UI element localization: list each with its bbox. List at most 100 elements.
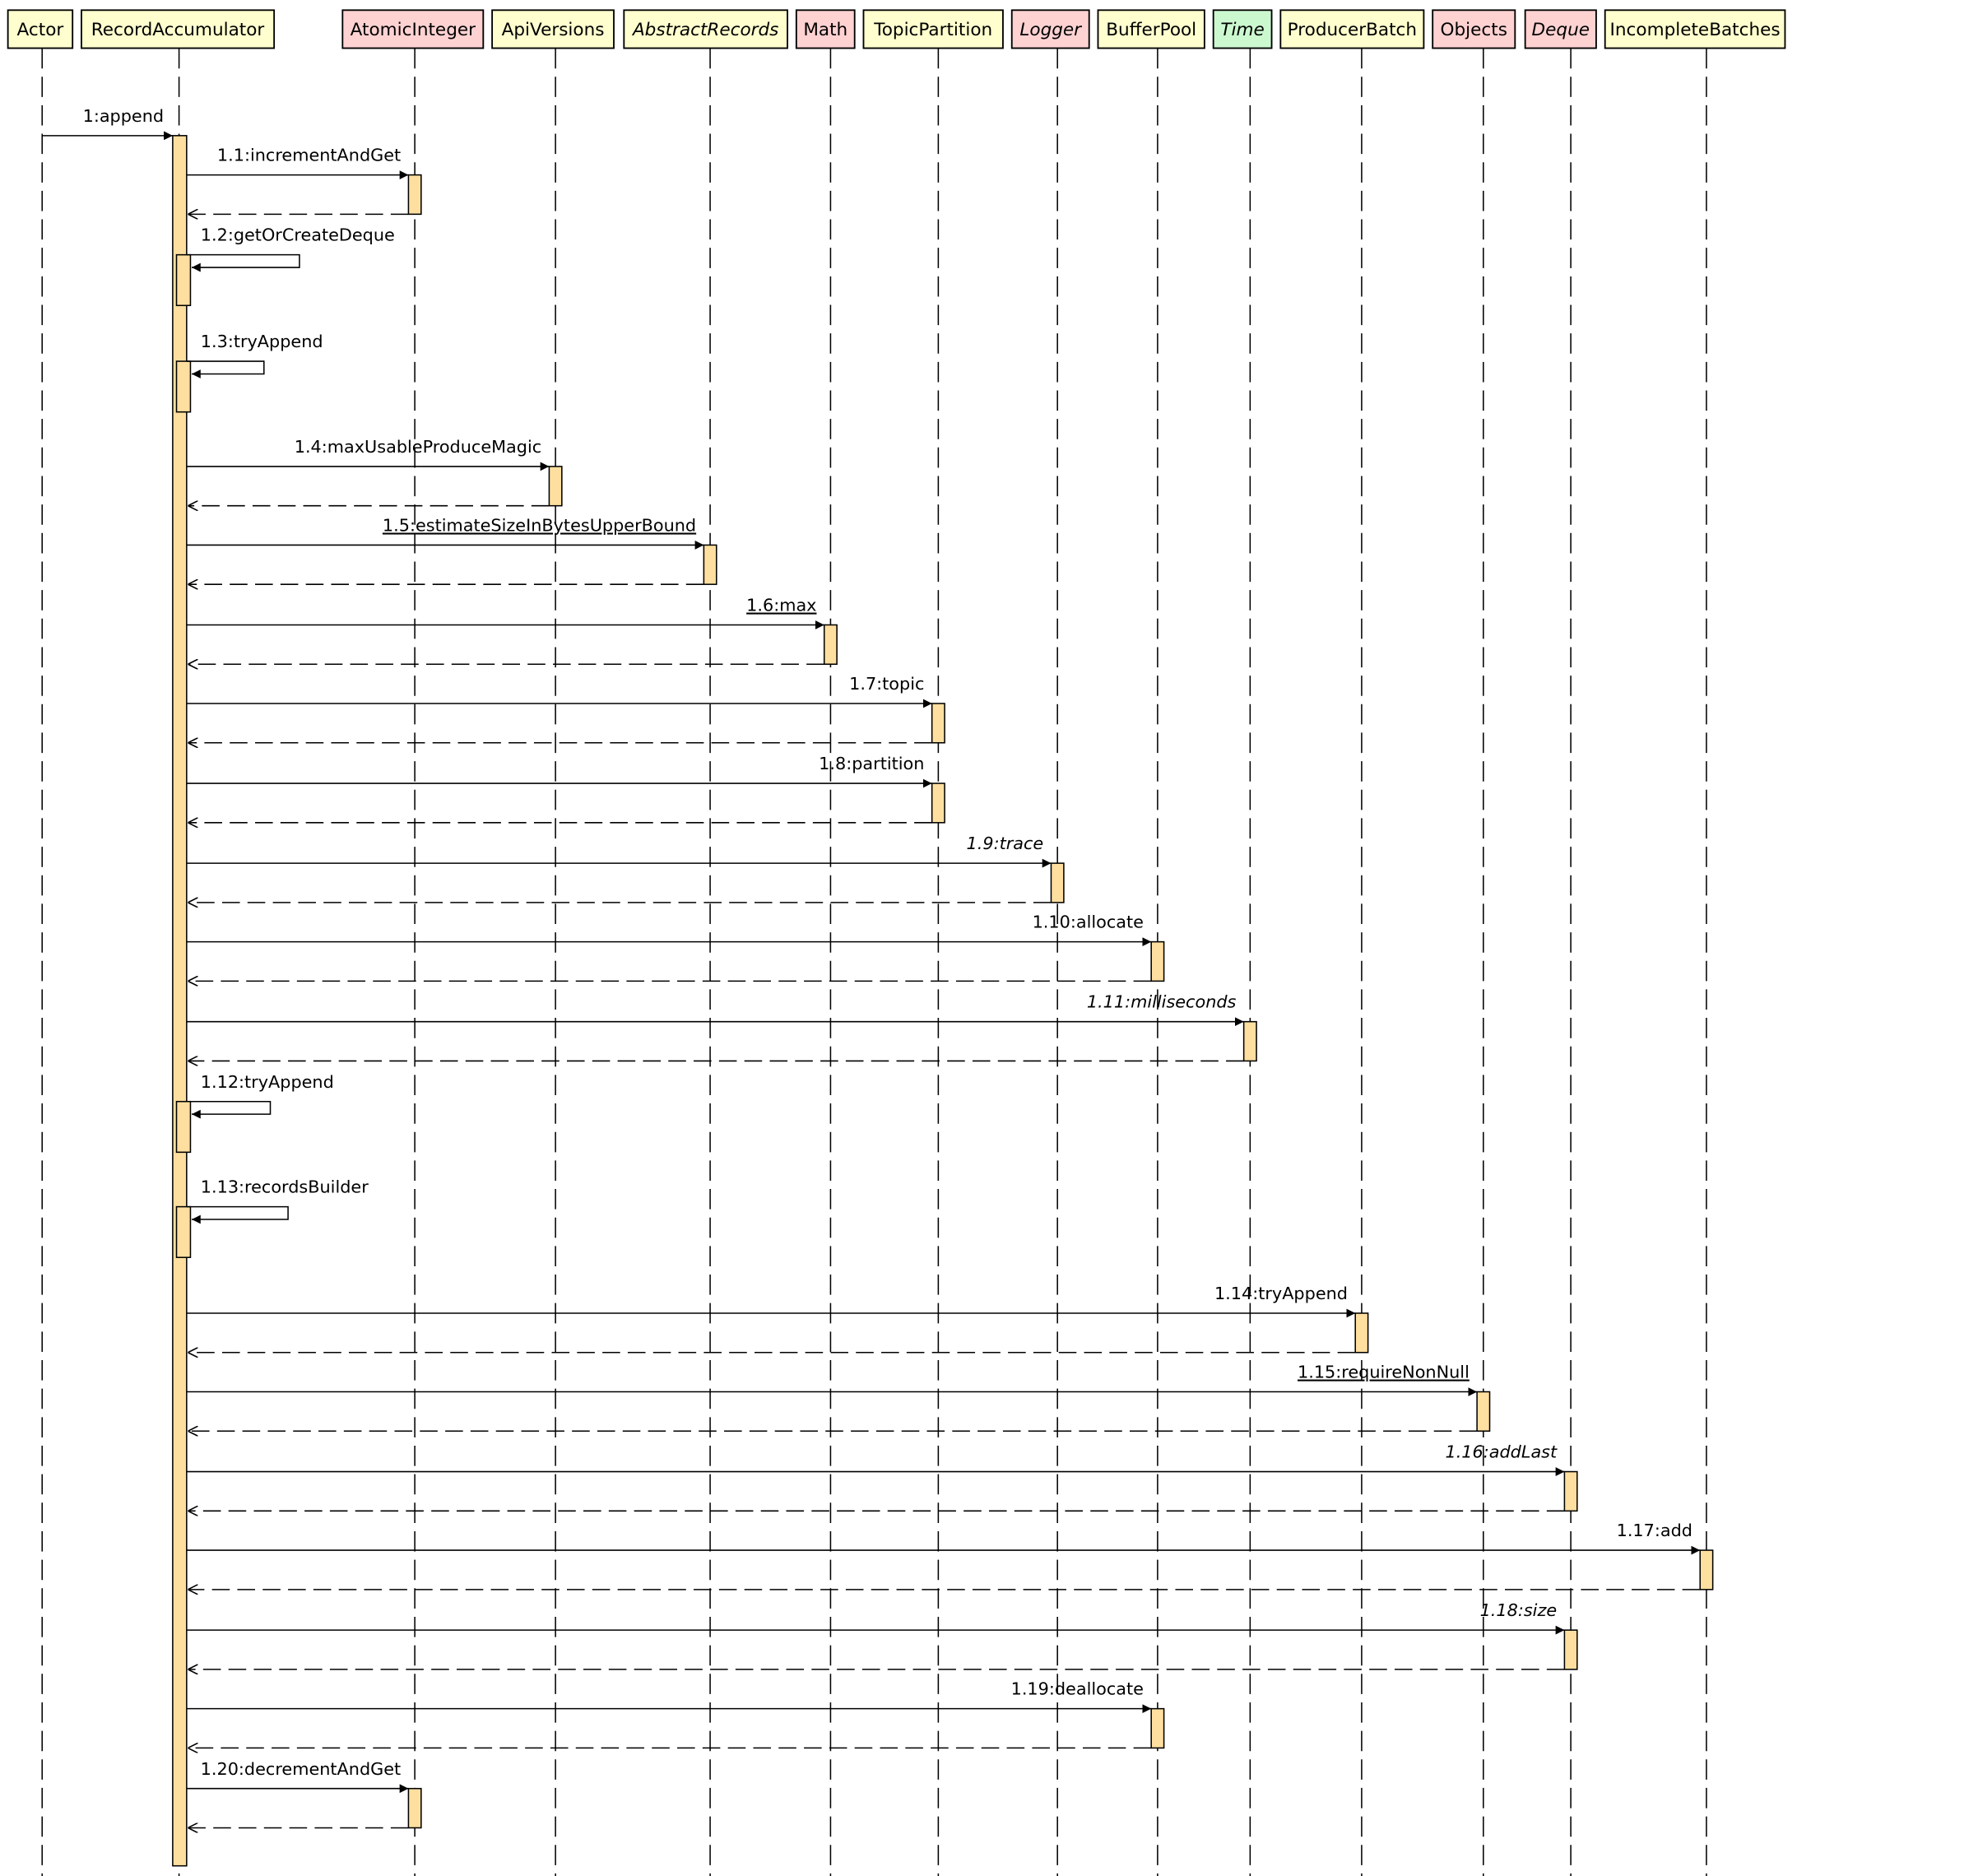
message-label: 1.11:milliseconds [1087, 992, 1237, 1012]
message-1.6[interactable]: 1.6:max [186, 596, 824, 665]
participant-ApiVersions[interactable]: ApiVersions [491, 9, 615, 49]
message-1.11[interactable]: 1.11:milliseconds [186, 992, 1244, 1061]
participant-Deque[interactable]: Deque [1524, 9, 1597, 49]
activation-bar [1050, 862, 1065, 903]
participant-label: RecordAccumulator [91, 20, 265, 40]
message-1.12[interactable]: 1.12:tryAppend [186, 1072, 334, 1119]
message-1.19[interactable]: 1.19:deallocate [186, 1679, 1152, 1748]
message-label: 1.16:addLast [1445, 1442, 1558, 1462]
participant-label: ApiVersions [502, 20, 605, 40]
participant-box [1010, 9, 1090, 49]
participant-box [623, 9, 788, 49]
message-1.18[interactable]: 1.18:size [186, 1600, 1565, 1669]
participant-box [341, 9, 485, 49]
message-label: 1.19:deallocate [1011, 1679, 1144, 1699]
participant-label: Actor [17, 20, 64, 40]
participant-BufferPool[interactable]: BufferPool [1097, 9, 1205, 49]
message-label: 1:append [83, 106, 165, 126]
activation-bar [172, 135, 188, 1867]
message-label: 1.14:tryAppend [1214, 1284, 1348, 1303]
message-1.4[interactable]: 1.4:maxUsableProduceMagic [186, 437, 550, 506]
message-1.10[interactable]: 1.10:allocate [186, 912, 1152, 982]
participant-label: AtomicInteger [351, 20, 476, 40]
message-1.8[interactable]: 1.8:partition [186, 754, 932, 823]
participant-AbstractRecords[interactable]: AbstractRecords [623, 9, 788, 49]
participant-box [81, 9, 276, 49]
message-label: 1.20:decrementAndGet [201, 1759, 402, 1779]
participant-label: BufferPool [1106, 20, 1196, 40]
message-label: 1.15:requireNonNull [1298, 1363, 1470, 1382]
message-1.5[interactable]: 1.5:estimateSizeInBytesUpperBound [186, 515, 704, 584]
message-label: 1.17:add [1617, 1521, 1692, 1540]
participant-label: Math [803, 20, 847, 40]
message-1.3[interactable]: 1.3:tryAppend [186, 332, 323, 378]
participant-box [1212, 9, 1273, 49]
message-label: 1.1:incrementAndGet [217, 146, 401, 165]
participant-IncompleteBatches[interactable]: IncompleteBatches [1604, 9, 1786, 49]
participant-box [1432, 9, 1516, 49]
participant-box [1524, 9, 1597, 49]
activation-bar [1563, 1629, 1578, 1670]
participant-AtomicInteger[interactable]: AtomicInteger [341, 9, 485, 49]
self-call-arrow [186, 360, 265, 378]
participant-ProducerBatch[interactable]: ProducerBatch [1279, 9, 1425, 49]
participant-RecordAccumulator[interactable]: RecordAccumulator [81, 9, 276, 49]
participant-Objects[interactable]: Objects [1432, 9, 1516, 49]
message-1[interactable]: 1:append [42, 106, 173, 141]
activation-bar [1476, 1391, 1491, 1433]
participant-label: TopicPartition [873, 20, 992, 40]
participant-Time[interactable]: Time [1212, 9, 1273, 49]
participant-label: IncompleteBatches [1610, 20, 1781, 40]
self-call-arrow [186, 1205, 289, 1224]
message-label: 1.2:getOrCreateDeque [201, 225, 395, 245]
message-1.13[interactable]: 1.13:recordsBuilder [186, 1177, 369, 1224]
message-label: 1.5:estimateSizeInBytesUpperBound [383, 515, 696, 535]
message-1.15[interactable]: 1.15:requireNonNull [186, 1363, 1478, 1432]
participant-box [1279, 9, 1425, 49]
message-label: 1.8:partition [819, 754, 924, 773]
message-1.17[interactable]: 1.17:add [186, 1521, 1701, 1590]
message-1.14[interactable]: 1.14:tryAppend [186, 1284, 1356, 1353]
activation-bar [1563, 1470, 1578, 1512]
message-label: 1.3:tryAppend [201, 332, 323, 351]
activation-bar [175, 253, 192, 307]
message-1.9[interactable]: 1.9:trace [186, 834, 1052, 903]
message-1.2[interactable]: 1.2:getOrCreateDeque [186, 225, 395, 272]
participant-box [862, 9, 1004, 49]
activation-bar [175, 360, 192, 413]
participant-Math[interactable]: Math [795, 9, 856, 49]
participant-box [795, 9, 856, 49]
activation-bar [1150, 940, 1165, 982]
message-1.16[interactable]: 1.16:addLast [186, 1442, 1565, 1511]
participant-label: AbstractRecords [631, 20, 778, 40]
self-call-arrow [186, 1100, 272, 1119]
participant-box [1097, 9, 1205, 49]
activation-bar [1354, 1312, 1369, 1354]
activation-bar [548, 466, 563, 507]
participant-label: Deque [1532, 20, 1590, 40]
participant-box [491, 9, 615, 49]
activation-bar [1699, 1549, 1714, 1590]
message-1.20[interactable]: 1.20:decrementAndGet [186, 1759, 409, 1828]
activation-bar [931, 703, 945, 744]
participant-label: Logger [1019, 20, 1082, 40]
activation-bar [1150, 1707, 1165, 1749]
activation-bar [823, 624, 838, 666]
message-1.7[interactable]: 1.7:topic [186, 674, 932, 743]
activation-bar [931, 782, 945, 824]
message-label: 1.4:maxUsableProduceMagic [295, 437, 541, 457]
participant-Actor[interactable]: Actor [7, 9, 74, 49]
activation-bar [175, 1100, 192, 1154]
message-1.1[interactable]: 1.1:incrementAndGet [186, 146, 409, 215]
participant-TopicPartition[interactable]: TopicPartition [862, 9, 1004, 49]
message-label: 1.7:topic [849, 674, 924, 694]
message-label: 1.10:allocate [1033, 912, 1144, 932]
self-call-arrow [186, 253, 300, 272]
participant-label: Objects [1441, 20, 1507, 40]
participant-label: ProducerBatch [1288, 20, 1417, 40]
participant-label: Time [1220, 20, 1264, 40]
participant-Logger[interactable]: Logger [1010, 9, 1090, 49]
message-label: 1.6:max [746, 596, 816, 615]
activation-bar [703, 544, 717, 585]
